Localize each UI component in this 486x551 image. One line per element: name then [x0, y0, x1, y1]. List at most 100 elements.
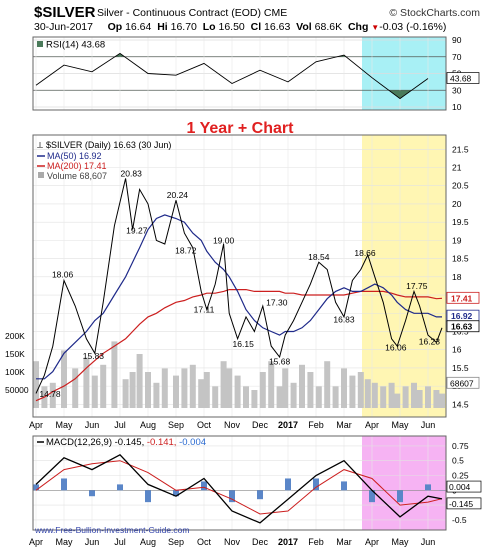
price-tick-label: 14.5: [452, 399, 469, 409]
volume-bar: [129, 372, 136, 408]
price-legend-text: $SILVER (Daily) 16.63 (30 Jun): [46, 140, 171, 150]
stockcharts-brand: © StockCharts.com: [389, 7, 480, 19]
macd-legend-hist: -0.004: [179, 437, 206, 448]
volume-bar: [357, 372, 364, 408]
volume-bar: [341, 368, 347, 408]
macd-legend-value: -0.145,: [115, 437, 145, 448]
volume-bar: [234, 375, 241, 408]
volume-bar: [380, 386, 387, 408]
volume-right-tag: [446, 376, 480, 389]
watermark-url: www.Free-Bullion-Investment-Guide.com: [34, 525, 189, 535]
macd-x-tick-label: Nov: [224, 537, 241, 547]
change-arrow: ▼: [371, 23, 380, 32]
volume-bar: [425, 386, 431, 408]
macd-x-tick-label: Jun: [421, 537, 436, 547]
volume-bar: [122, 379, 129, 408]
price-annotation: 17.30: [266, 297, 288, 307]
price-tick-label: 20.5: [452, 181, 469, 191]
price-panel-border: [32, 134, 447, 418]
macd-histogram-bar: [369, 490, 375, 503]
volume-bar: [251, 390, 258, 408]
macd-x-tick-label: Jun: [85, 537, 100, 547]
price-x-tick-label: Mar: [336, 420, 352, 430]
price-x-tick-label: Jul: [114, 420, 126, 430]
volume-bar: [212, 386, 219, 408]
price-x-tick-label: Apr: [365, 420, 379, 430]
ma200-line: [35, 289, 443, 402]
macd-x-tick-label: Mar: [336, 537, 352, 547]
macd-x-tick-label: Oct: [197, 537, 212, 547]
chart-header: $SILVER Silver - Continuous Contract (EO…: [0, 0, 486, 34]
price-x-tick-label: Jun: [85, 420, 100, 430]
rsi-legend-swatch: [37, 41, 43, 47]
price-x-tick-label: Aug: [140, 420, 156, 430]
price-right-tag: [446, 291, 480, 304]
ma200-legend-text: MA(200) 17.41: [47, 161, 107, 171]
volume-bar: [268, 361, 275, 408]
price-x-tick-label: Jun: [421, 420, 436, 430]
rsi-tick-label: 30: [452, 85, 462, 95]
price-legend-icon: ⟂: [37, 140, 43, 150]
close-label: Cl: [250, 21, 262, 33]
macd-histogram-bar: [341, 481, 347, 491]
macd-magenta-band: [362, 436, 446, 530]
volume-right-tag-label: 68607: [450, 378, 474, 388]
volume-bar: [198, 379, 205, 408]
volume-bar: [49, 382, 56, 408]
low-label: Lo: [202, 21, 216, 33]
volume-tick-label: 100K: [5, 367, 25, 377]
price-tick-label: 18.5: [452, 254, 469, 264]
price-annotation: 18.54: [308, 252, 330, 262]
macd-histogram-bar: [89, 490, 95, 497]
macd-histogram-bar: [145, 490, 151, 503]
macd-right-tag: [446, 480, 482, 493]
volume-tick-label: 50000: [5, 385, 29, 395]
volume-bar: [33, 361, 39, 408]
volume-legend-swatch: [38, 172, 44, 178]
rsi-legend: RSI(14) 43.68: [37, 40, 105, 51]
volume-bar: [394, 393, 401, 408]
high-value: 16.70: [170, 21, 197, 33]
rsi-current-value: 43.68: [450, 74, 472, 84]
macd-x-tick-label: Apr: [29, 537, 43, 547]
price-annotation: 18.72: [175, 246, 197, 256]
volume-value: 68.6K: [314, 21, 343, 33]
price-annotation: 17.11: [194, 304, 215, 314]
volume-bar: [161, 368, 168, 408]
price-x-tick-label: Oct: [197, 420, 212, 430]
price-annotation: 19.00: [213, 235, 235, 245]
rsi-tick-label: 10: [452, 102, 462, 112]
exchange-label: CME: [263, 7, 288, 19]
volume-bar: [388, 382, 395, 408]
price-tick-label: 18: [452, 272, 462, 282]
volume-bar: [282, 368, 289, 408]
ma50-legend-text: MA(50) 16.92: [47, 151, 102, 161]
price-x-tick-label: Apr: [29, 420, 43, 430]
macd-tick-label: 0.5: [452, 456, 464, 466]
macd-histogram-bar: [425, 484, 431, 491]
price-yellow-band: [362, 135, 446, 417]
volume-bar: [324, 361, 331, 408]
quote-date: 30-Jun-2017: [34, 21, 93, 33]
rsi-tick-label: 90: [452, 35, 462, 45]
price-right-tag-label: 16.92: [451, 311, 473, 321]
macd-x-tick-label: May: [391, 537, 409, 547]
volume-tick-label: 200K: [5, 331, 25, 341]
contract-description: Silver - Continuous Contract (EOD): [97, 7, 261, 19]
volume-bar: [203, 372, 210, 408]
volume-bar: [299, 364, 305, 408]
volume-bar: [226, 368, 233, 408]
rsi-legend-text: RSI(14) 43.68: [46, 40, 105, 51]
volume-bar: [439, 393, 445, 408]
price-tick-label: 21: [452, 163, 462, 173]
price-right-tag-label: 17.41: [451, 293, 473, 303]
price-annotation: 16.15: [233, 339, 255, 349]
volume-legend-text: Volume 68,607: [47, 171, 107, 181]
macd-legend: MACD(12,26,9) -0.145, -0.141, -0.004: [37, 437, 206, 448]
macd-histogram-bar: [117, 484, 123, 491]
macd-right-tag-label: 0.004: [449, 482, 471, 492]
price-annotation: 14.78: [39, 389, 61, 399]
price-x-tick-label: Feb: [308, 420, 324, 430]
volume-bar: [145, 372, 151, 408]
volume-bar: [416, 390, 423, 408]
